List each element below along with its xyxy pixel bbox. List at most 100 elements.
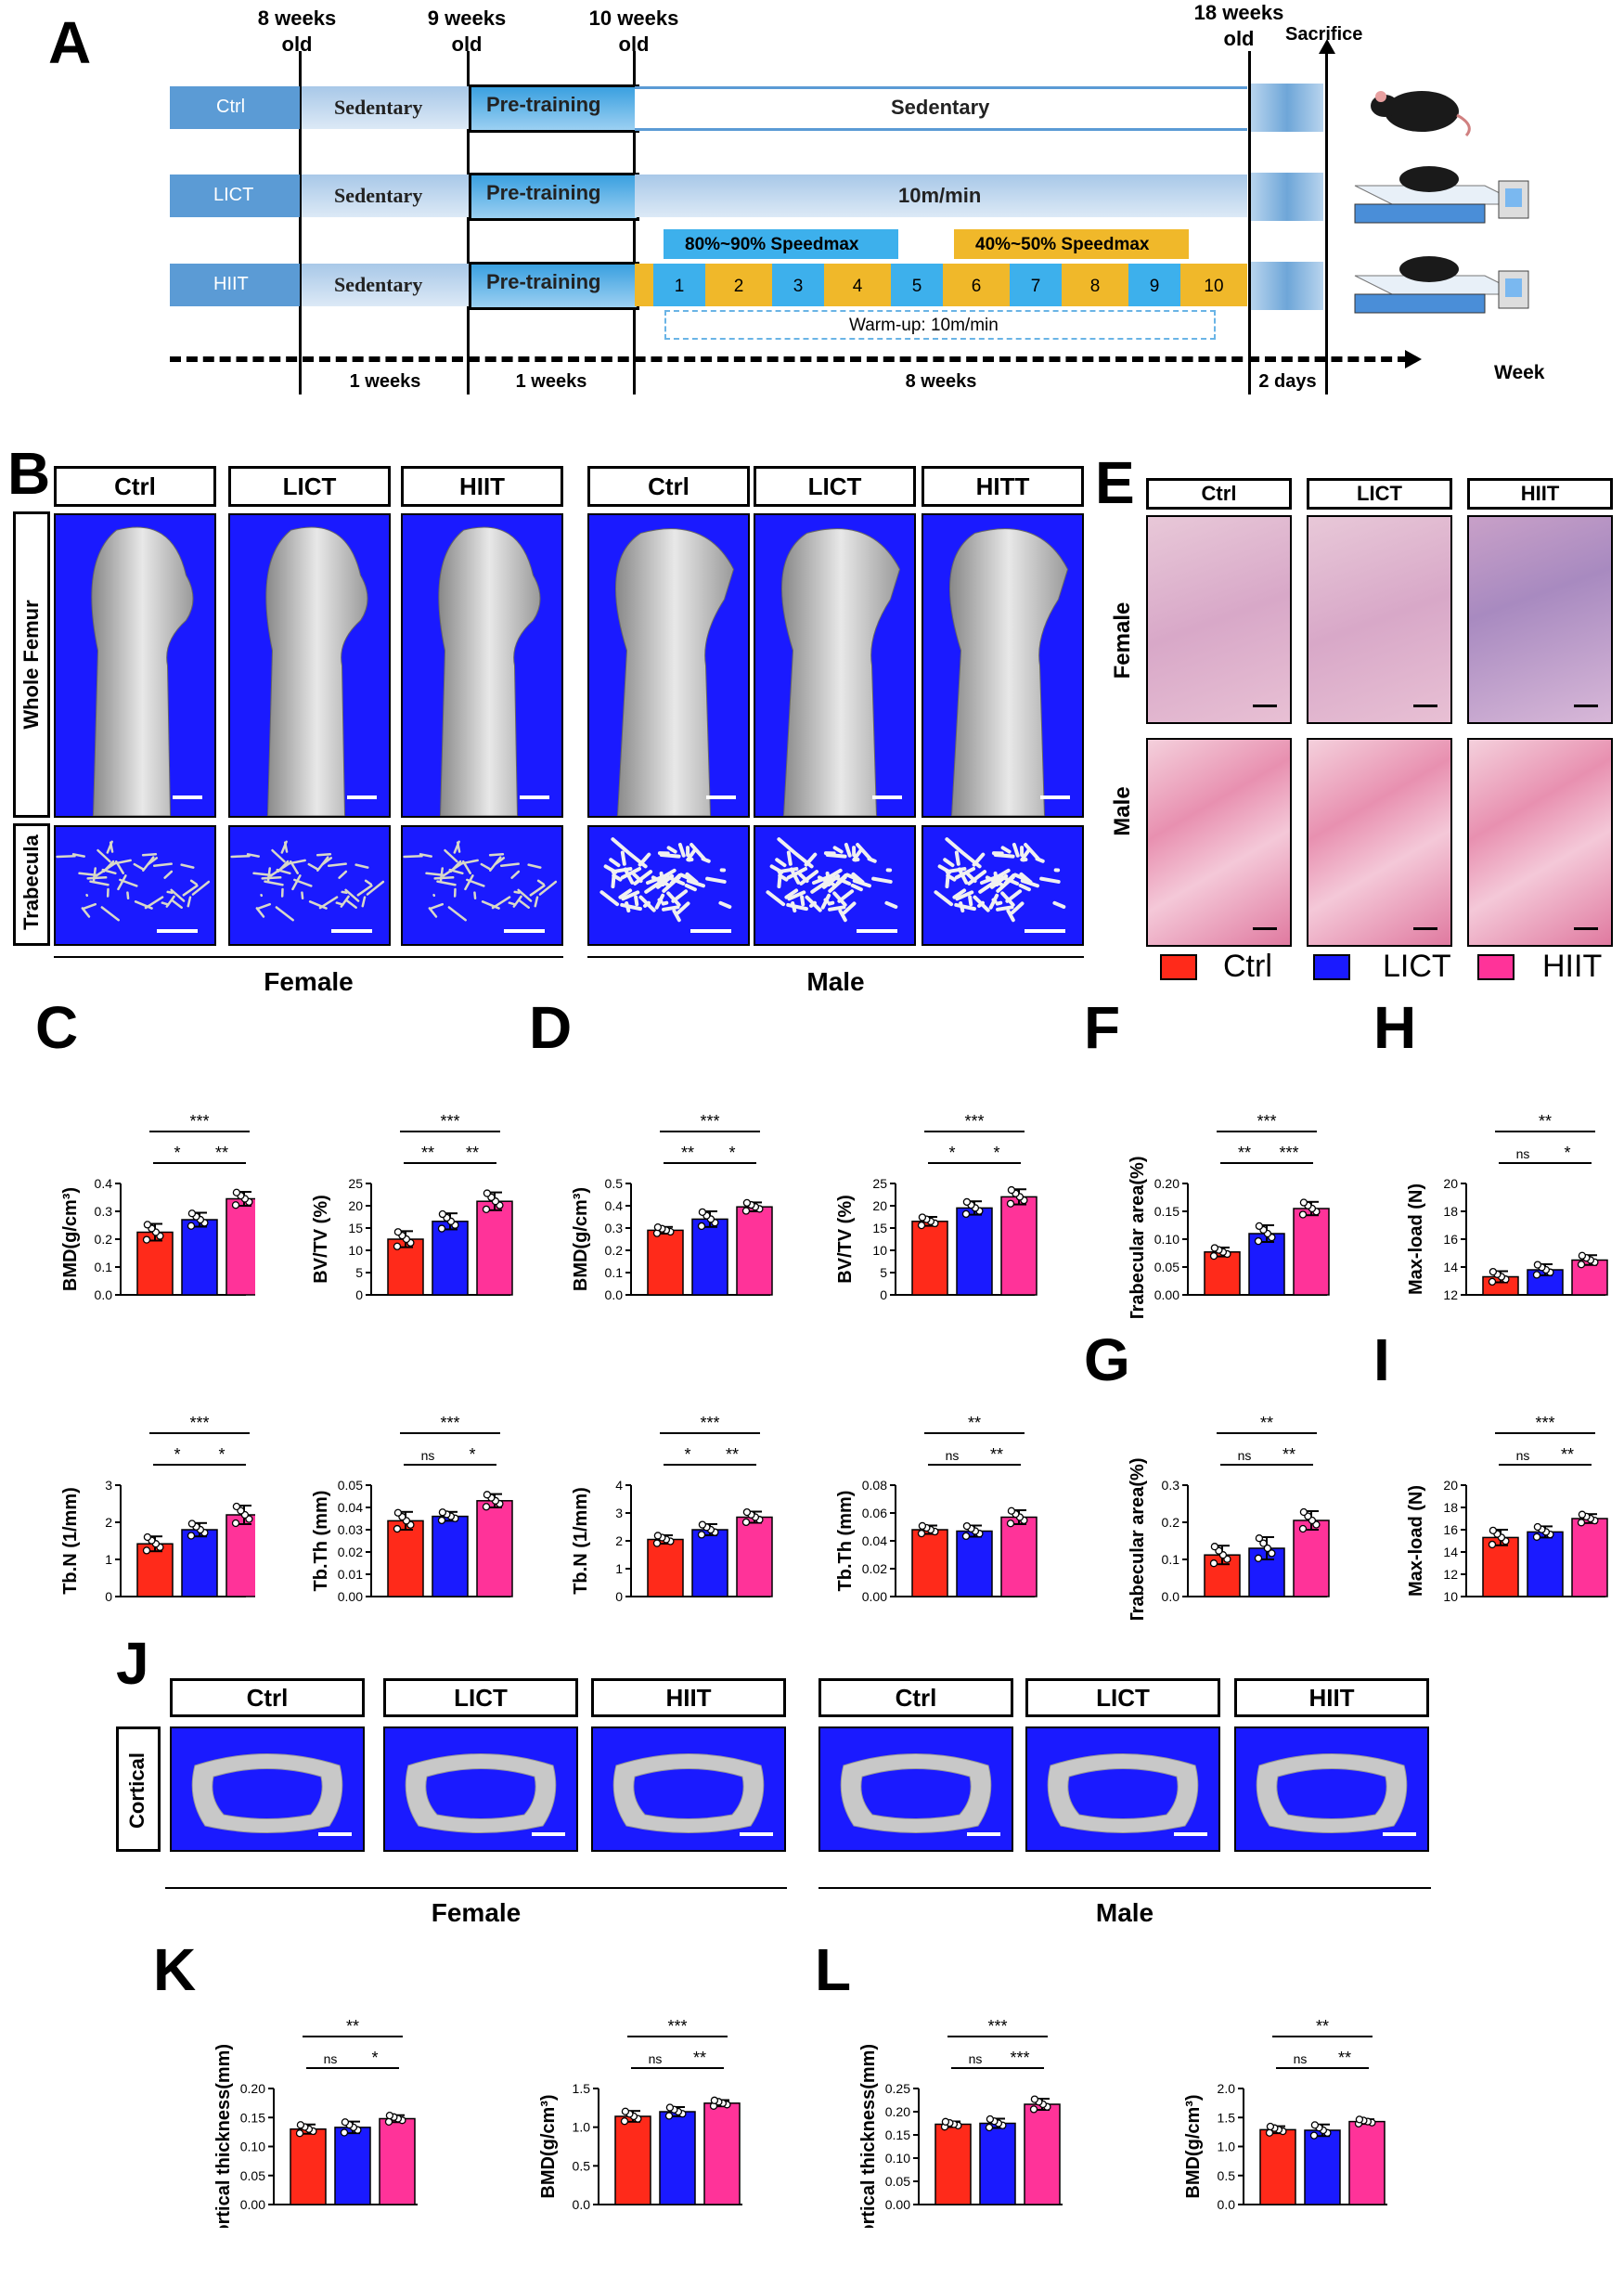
bar-ctrl (136, 1543, 174, 1597)
y-tick-label: 25 (348, 1176, 363, 1191)
data-point (1299, 1198, 1308, 1207)
y-tick-label: 0.10 (240, 2140, 265, 2154)
data-point (918, 1521, 927, 1531)
data-point (1209, 1559, 1218, 1568)
y-tick-label: 0.20 (885, 2104, 910, 2119)
bar-chart-L2: 0.0 0.5 1.0 1.5 2.0 BMD(g/cm³) ns ** ** (1183, 2017, 1387, 2212)
significance-label: *** (987, 2017, 1007, 2036)
significance-label: ** (1260, 1414, 1273, 1432)
panel-label-c: C (35, 994, 79, 1061)
y-tick-label: 0.15 (1154, 1204, 1179, 1219)
microct-header-male-hitt: HITT (922, 466, 1084, 507)
microct-header-male-ctrl: Ctrl (587, 466, 750, 507)
data-point (698, 1520, 707, 1529)
time-label-8w: 8 weeks old (257, 6, 337, 56)
bar-lict (956, 1530, 993, 1597)
y-tick-label: 5 (355, 1265, 363, 1280)
bar-lict (181, 1529, 218, 1597)
y-tick-label: 20 (872, 1198, 887, 1213)
bar-ctrl (387, 1519, 424, 1597)
duration-4: 2 days (1258, 371, 1317, 392)
bar-ctrl (1259, 2128, 1296, 2205)
cortical-image-male-ctrl (818, 1726, 1013, 1852)
y-tick-label: 18 (1443, 1500, 1458, 1515)
y-tick-label: 10 (348, 1243, 363, 1258)
cortical-header-female-lict: LICT (383, 1678, 578, 1717)
data-point (1006, 1519, 1015, 1528)
data-point (741, 1518, 751, 1527)
panel-label-e: E (1095, 449, 1135, 516)
y-tick-label: 0.15 (240, 2110, 265, 2125)
legend-label-hiit: HIIT (1542, 949, 1603, 984)
y-tick-label: 0.25 (885, 2081, 910, 2096)
cortical-male-label: Male (1095, 1898, 1154, 1927)
data-point (1299, 1507, 1308, 1517)
hiit-pretraining-label: Pre-training (486, 270, 601, 293)
bar-ctrl (1482, 1536, 1519, 1597)
y-tick-label: 0.02 (862, 1561, 887, 1576)
data-point (1578, 1510, 1587, 1519)
legend-label-lict: LICT (1383, 949, 1451, 984)
significance-label: ** (421, 1144, 434, 1162)
data-point (1298, 1524, 1308, 1533)
lict-rest-bar (1251, 173, 1323, 221)
bar-chart-L1: 0.00 0.05 0.10 0.15 0.20 0.25 Cortical thickne… (858, 2017, 1063, 2228)
y-tick-label: 10 (1443, 1589, 1458, 1604)
y-tick-label: 0.2 (1162, 1515, 1180, 1530)
hiit-rest-bar (1251, 262, 1323, 310)
bar-hiit (1000, 1516, 1038, 1597)
y-axis-label: Tb.Th (mm) (835, 1491, 856, 1592)
ctrl-main-label: Sedentary (891, 96, 990, 119)
y-tick-label: 5 (880, 1265, 887, 1280)
bar-ctrl (1204, 1251, 1241, 1296)
y-tick-label: 1.0 (573, 2120, 591, 2135)
warmup-label: Warm-up: 10m/min (849, 316, 999, 335)
data-point (393, 1242, 402, 1250)
data-point (917, 1221, 926, 1230)
histology-image-female-hiit (1467, 515, 1613, 724)
trabecula-image-male-hitt (922, 825, 1084, 946)
cortical-image-female-ctrl (170, 1726, 365, 1852)
y-tick-label: 12 (1443, 1287, 1458, 1302)
data-point (918, 1213, 927, 1222)
bar-lict (432, 1221, 469, 1296)
cortical-male-line (818, 1887, 1431, 1889)
data-point (985, 2123, 994, 2132)
y-tick-label: 0.2 (95, 1232, 113, 1247)
cortical-female-label: Female (431, 1898, 522, 1927)
panel-label-l: L (815, 1936, 852, 2003)
significance-label: ** (990, 1445, 1003, 1464)
bar-chart-K1: 0.00 0.05 0.10 0.15 0.20 Cortical thickness(m… (213, 2017, 418, 2228)
data-point (341, 2118, 350, 2127)
y-tick-label: 0.00 (862, 1589, 887, 1604)
histology-header-ctrl: Ctrl (1146, 478, 1292, 510)
bar-lict (659, 2111, 696, 2205)
hiit-step-9: 9 (1150, 277, 1160, 296)
data-point (652, 1539, 662, 1547)
panel-label-f: F (1084, 994, 1121, 1061)
y-axis-label: BMD(g/cm³) (60, 1187, 81, 1291)
y-axis-label: Tb.N (1/mm) (60, 1487, 81, 1595)
significance-label: ** (346, 2017, 359, 2036)
data-point (1489, 1526, 1498, 1534)
treadmill-icon-lict (1354, 166, 1529, 224)
panel-label-i: I (1373, 1326, 1390, 1393)
data-point (142, 1546, 151, 1555)
lict-pretraining-label: Pre-training (486, 181, 601, 204)
data-point (962, 1521, 972, 1531)
y-tick-label: 0.3 (605, 1221, 624, 1235)
trabecula-image-female-lict (228, 825, 391, 946)
data-point (187, 1519, 197, 1528)
legend-swatch-hiit (1477, 954, 1514, 980)
y-tick-label: 25 (872, 1176, 887, 1191)
data-point (962, 1197, 972, 1207)
sacrifice-arrow-head (1319, 39, 1335, 54)
y-tick-label: 0.0 (573, 2197, 591, 2212)
data-point (1209, 1251, 1218, 1261)
row-label-box-trabecula (13, 823, 50, 946)
bar-ctrl (911, 1529, 948, 1597)
y-tick-label: 0.0 (95, 1287, 113, 1302)
significance-label: * (174, 1144, 180, 1162)
